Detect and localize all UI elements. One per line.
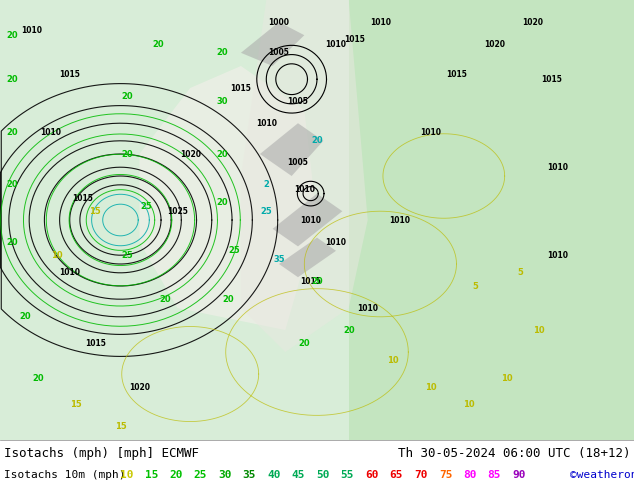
- Text: 20: 20: [216, 198, 228, 207]
- Polygon shape: [241, 22, 304, 66]
- Text: 20: 20: [7, 127, 18, 137]
- Text: 10: 10: [51, 251, 63, 260]
- Text: 1010: 1010: [547, 251, 569, 260]
- Text: 1005: 1005: [288, 158, 308, 167]
- Text: 60: 60: [365, 470, 378, 480]
- Text: 90: 90: [512, 470, 526, 480]
- Text: 1010: 1010: [300, 216, 321, 224]
- Text: 25: 25: [229, 246, 240, 255]
- Polygon shape: [273, 194, 342, 246]
- Polygon shape: [139, 66, 317, 330]
- Text: 20: 20: [7, 31, 18, 40]
- Text: 20: 20: [159, 294, 171, 304]
- Text: ©weatheronline.co.uk: ©weatheronline.co.uk: [570, 470, 634, 480]
- Text: 1000: 1000: [268, 18, 290, 26]
- Text: 65: 65: [390, 470, 403, 480]
- Text: 15: 15: [145, 470, 158, 480]
- Text: 10: 10: [533, 325, 545, 335]
- Polygon shape: [279, 238, 336, 277]
- Text: 1005: 1005: [269, 49, 289, 57]
- Text: 20: 20: [121, 149, 133, 158]
- Text: 1010: 1010: [547, 163, 569, 172]
- Text: 10: 10: [120, 470, 134, 480]
- Text: 20: 20: [32, 374, 44, 383]
- Text: 20: 20: [169, 470, 183, 480]
- Text: 70: 70: [414, 470, 428, 480]
- Polygon shape: [260, 123, 323, 176]
- Text: 25: 25: [194, 470, 207, 480]
- Text: 1010: 1010: [420, 127, 442, 137]
- Text: 1015: 1015: [541, 74, 562, 84]
- Text: 50: 50: [316, 470, 330, 480]
- Text: 25: 25: [140, 202, 152, 211]
- Text: 30: 30: [218, 470, 232, 480]
- Text: 10: 10: [387, 356, 399, 366]
- Text: 1025: 1025: [167, 207, 188, 216]
- Text: 35: 35: [243, 470, 256, 480]
- Text: 1010: 1010: [370, 18, 391, 26]
- Text: 20: 20: [153, 40, 164, 49]
- Text: 1015: 1015: [446, 70, 467, 79]
- Text: 1020: 1020: [522, 18, 543, 26]
- Text: 80: 80: [463, 470, 477, 480]
- Text: 20: 20: [216, 149, 228, 158]
- Text: 1020: 1020: [484, 40, 505, 49]
- Text: 20: 20: [216, 49, 228, 57]
- Text: 20: 20: [7, 74, 18, 84]
- Text: 20: 20: [121, 92, 133, 101]
- Text: 1010: 1010: [21, 26, 42, 35]
- Text: 55: 55: [340, 470, 354, 480]
- Text: 1020: 1020: [179, 149, 201, 158]
- Text: 10: 10: [463, 400, 475, 409]
- Text: 1010: 1010: [294, 185, 315, 194]
- Text: 1010: 1010: [256, 119, 277, 128]
- Polygon shape: [241, 0, 368, 352]
- Text: 15: 15: [115, 422, 126, 431]
- Text: Th 30-05-2024 06:00 UTC (18+12): Th 30-05-2024 06:00 UTC (18+12): [398, 446, 630, 460]
- Text: 5: 5: [517, 269, 523, 277]
- Text: 1020: 1020: [129, 383, 150, 392]
- Text: 20: 20: [223, 294, 234, 304]
- Text: 10: 10: [501, 374, 513, 383]
- Text: 1015: 1015: [345, 35, 365, 44]
- Text: 20: 20: [311, 277, 323, 286]
- Text: 1010: 1010: [325, 40, 347, 49]
- Text: 25: 25: [121, 251, 133, 260]
- Text: 85: 85: [488, 470, 501, 480]
- Text: Isotachs 10m (mph): Isotachs 10m (mph): [4, 470, 126, 480]
- Text: 1015: 1015: [60, 70, 80, 79]
- Text: 1010: 1010: [357, 303, 378, 313]
- Text: 1010: 1010: [59, 269, 81, 277]
- Text: 20: 20: [7, 238, 18, 246]
- Text: 20: 20: [7, 180, 18, 189]
- Text: 1015: 1015: [301, 277, 321, 286]
- Text: 2: 2: [263, 180, 269, 189]
- Text: 25: 25: [261, 207, 272, 216]
- Text: 1010: 1010: [325, 238, 347, 246]
- Text: 20: 20: [299, 339, 310, 348]
- Text: 1015: 1015: [72, 194, 93, 202]
- Text: 15: 15: [89, 207, 101, 216]
- Polygon shape: [349, 0, 634, 440]
- Text: 15: 15: [70, 400, 82, 409]
- Text: 1015: 1015: [231, 83, 251, 93]
- Text: 10: 10: [425, 383, 437, 392]
- Text: 20: 20: [20, 312, 31, 321]
- Text: 1010: 1010: [40, 127, 61, 137]
- Text: 40: 40: [268, 470, 281, 480]
- Text: 1015: 1015: [85, 339, 105, 348]
- Text: 5: 5: [472, 282, 479, 291]
- Text: 35: 35: [273, 255, 285, 264]
- Text: 75: 75: [439, 470, 452, 480]
- Text: 1010: 1010: [389, 216, 410, 224]
- Text: Isotachs (mph) [mph] ECMWF: Isotachs (mph) [mph] ECMWF: [4, 446, 199, 460]
- Text: 1005: 1005: [288, 97, 308, 106]
- Text: 20: 20: [311, 136, 323, 146]
- Text: 30: 30: [216, 97, 228, 106]
- Text: 45: 45: [292, 470, 305, 480]
- Text: 20: 20: [343, 325, 354, 335]
